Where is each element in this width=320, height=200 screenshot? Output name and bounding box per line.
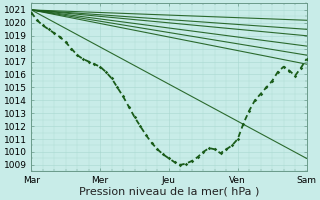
X-axis label: Pression niveau de la mer( hPa ): Pression niveau de la mer( hPa ) [79, 187, 259, 197]
